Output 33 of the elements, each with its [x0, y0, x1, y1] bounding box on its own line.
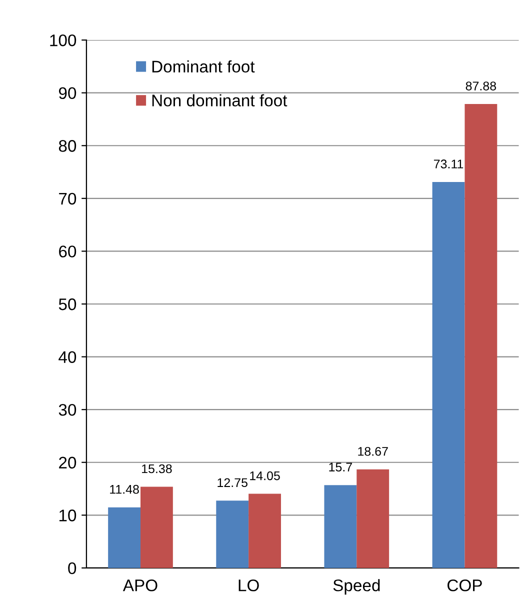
y-tick-label: 30 [58, 404, 76, 416]
data-label: 14.05 [250, 471, 280, 480]
bar [248, 494, 281, 568]
y-tick-label: 20 [59, 456, 76, 469]
bar [464, 104, 498, 568]
data-label: 12.75 [218, 478, 248, 488]
y-tick-label: 50 [58, 298, 76, 310]
data-label: 11.48 [110, 484, 139, 494]
data-label: 15.7 [329, 462, 352, 472]
data-label: 15.38 [142, 464, 172, 474]
bar [432, 182, 465, 568]
y-tick-label: 0 [68, 562, 76, 574]
bar [216, 500, 249, 568]
legend-label: Non dominant foot [152, 94, 288, 106]
x-tick-label: Speed [333, 579, 380, 595]
bar [108, 507, 140, 568]
y-tick-label: 100 [50, 34, 76, 46]
y-tick-label: 80 [58, 140, 76, 152]
y-tick-label: 40 [58, 351, 76, 363]
data-label: 87.88 [466, 82, 496, 90]
x-tick-label: COP [448, 580, 482, 592]
legend-label: Dominant foot [152, 60, 255, 73]
bar [140, 486, 173, 568]
y-tick-label: 10 [59, 510, 76, 522]
x-tick-label: LO [238, 580, 259, 592]
y-tick-label: 60 [59, 246, 76, 258]
bar [324, 485, 357, 568]
data-label: 73.11 [434, 160, 464, 168]
bar [356, 469, 390, 568]
y-tick-label: 70 [59, 192, 76, 205]
data-label: 18.67 [358, 446, 388, 456]
x-tick-label: APO [122, 580, 158, 592]
y-tick-label: 90 [58, 87, 76, 100]
